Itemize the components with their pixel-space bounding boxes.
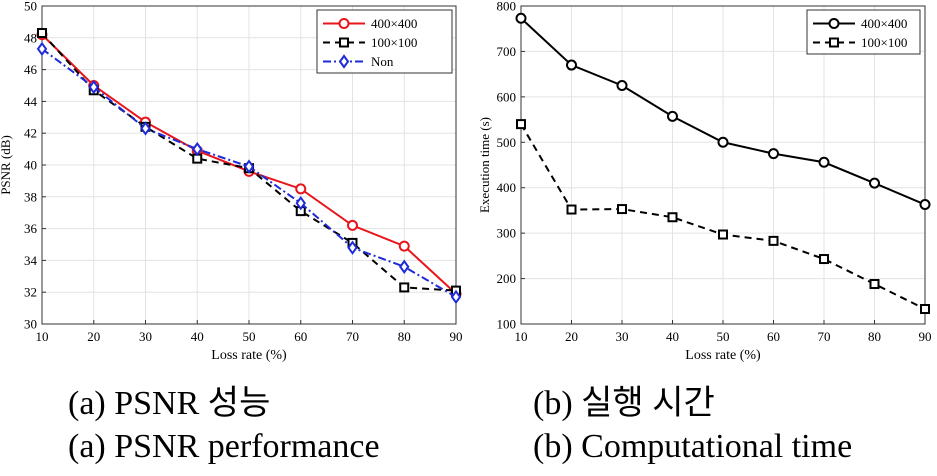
time-x-tick-label: 70 bbox=[818, 329, 831, 344]
psnr-legend-marker bbox=[339, 37, 349, 48]
psnr-x-tick-label: 40 bbox=[191, 329, 204, 344]
execution-time-chart: 10 20 30 40 50 60 70 80 90 100 200 300 400 500 600 700 8… bbox=[477, 0, 932, 363]
time-data-point bbox=[718, 229, 728, 240]
time-y-tick-label: 300 bbox=[497, 226, 517, 241]
psnr-data-point bbox=[88, 79, 99, 95]
psnr-y-tick-label: 46 bbox=[24, 62, 38, 77]
time-data-point bbox=[616, 80, 628, 91]
time-y-tick-label: 600 bbox=[497, 89, 517, 104]
caption-right-korean: (b) 실행 시간 bbox=[533, 385, 715, 422]
psnr-data-point bbox=[347, 240, 358, 255]
psnr-y-tick-label: 44 bbox=[24, 94, 38, 109]
time-data-point bbox=[515, 12, 527, 24]
psnr-data-point bbox=[399, 282, 410, 293]
psnr-data-point bbox=[295, 183, 307, 195]
psnr-x-tick-label: 30 bbox=[139, 329, 152, 344]
time-data-point bbox=[768, 235, 779, 246]
time-data-point bbox=[516, 119, 526, 130]
time-data-point bbox=[869, 177, 880, 189]
time-y-tick-label: 200 bbox=[497, 271, 517, 286]
psnr-y-tick-label: 40 bbox=[24, 158, 37, 173]
time-y-tick-label: 400 bbox=[497, 180, 517, 195]
time-x-tick-label: 20 bbox=[565, 329, 578, 344]
time-y-tick-label: 500 bbox=[497, 135, 517, 150]
psnr-legend-label: Non bbox=[371, 54, 394, 69]
psnr-y-tick-label: 30 bbox=[24, 317, 37, 332]
time-data-point bbox=[566, 59, 577, 71]
time-legend-marker bbox=[828, 18, 840, 29]
time-data-point bbox=[667, 110, 678, 122]
psnr-legend-label: 100×100 bbox=[371, 35, 417, 50]
time-data-point bbox=[667, 212, 678, 223]
psnr-data-point bbox=[398, 240, 410, 252]
time-data-point bbox=[818, 156, 830, 168]
psnr-y-tick-label: 48 bbox=[24, 30, 37, 45]
psnr-data-point bbox=[243, 159, 255, 174]
time-x-tick-label: 10 bbox=[515, 329, 528, 344]
psnr-y-tick-label: 36 bbox=[24, 221, 38, 236]
time-data-point bbox=[919, 199, 931, 211]
psnr-legend-label: 400×400 bbox=[371, 16, 417, 31]
time-data-point bbox=[819, 254, 829, 265]
time-y-tick-label: 100 bbox=[497, 317, 517, 332]
time-data-point bbox=[566, 204, 577, 215]
psnr-chart: 10 20 30 40 50 60 70 80 90 30 32 34 36 38 40 42 44 46 48 50… bbox=[0, 0, 463, 363]
time-y-tick-label: 700 bbox=[497, 44, 517, 59]
time-data-point bbox=[768, 148, 779, 160]
psnr-data-point bbox=[192, 141, 203, 157]
psnr-data-point bbox=[295, 195, 306, 211]
psnr-data-point bbox=[36, 41, 48, 57]
time-data-point bbox=[617, 204, 627, 215]
psnr-x-tick-label: 80 bbox=[398, 329, 411, 344]
psnr-legend-marker bbox=[338, 18, 350, 29]
psnr-x-tick-label: 90 bbox=[450, 329, 463, 344]
caption-left-korean: (a) PSNR 성능 bbox=[68, 385, 271, 422]
time-legend-box bbox=[806, 9, 921, 55]
time-data-point bbox=[920, 304, 930, 315]
psnr-data-point bbox=[450, 289, 462, 305]
time-legend-label: 400×400 bbox=[861, 16, 907, 31]
psnr-x-axis-label: Loss rate (%) bbox=[211, 348, 287, 363]
psnr-y-axis-label: PSNR (dB) bbox=[0, 135, 13, 195]
time-legend-marker bbox=[829, 37, 839, 48]
psnr-data-point bbox=[399, 259, 410, 274]
psnr-y-tick-label: 38 bbox=[24, 189, 37, 204]
psnr-x-tick-label: 50 bbox=[243, 329, 256, 344]
psnr-y-tick-label: 50 bbox=[24, 0, 37, 14]
psnr-x-tick-label: 60 bbox=[294, 329, 307, 344]
psnr-legend-marker bbox=[338, 54, 350, 69]
psnr-y-tick-label: 34 bbox=[24, 253, 38, 268]
time-x-tick-label: 60 bbox=[767, 329, 780, 344]
time-x-tick-label: 30 bbox=[616, 329, 629, 344]
time-data-point bbox=[717, 136, 729, 148]
caption-right-english: (b) Computational time bbox=[533, 428, 853, 465]
time-x-tick-label: 90 bbox=[919, 329, 932, 344]
time-y-tick-label: 800 bbox=[497, 0, 517, 14]
psnr-data-point bbox=[140, 121, 151, 136]
time-data-point bbox=[869, 279, 880, 290]
psnr-data-point bbox=[37, 28, 47, 39]
time-x-tick-label: 80 bbox=[868, 329, 881, 344]
time-x-tick-label: 40 bbox=[666, 329, 679, 344]
psnr-x-tick-label: 20 bbox=[87, 329, 100, 344]
time-legend-label: 100×100 bbox=[861, 35, 907, 50]
psnr-y-tick-label: 42 bbox=[24, 126, 37, 141]
time-y-axis-label: Execution time (s) bbox=[477, 117, 492, 213]
time-x-tick-label: 50 bbox=[717, 329, 730, 344]
figure: 10 20 30 40 50 60 70 80 90 30 32 34 36 38 40 42 44 46 48 50… bbox=[0, 0, 932, 363]
psnr-data-point bbox=[347, 219, 358, 231]
caption-left-english: (a) PSNR performance bbox=[68, 428, 380, 465]
psnr-y-tick-label: 32 bbox=[24, 285, 37, 300]
time-x-axis-label: Loss rate (%) bbox=[685, 348, 761, 363]
psnr-x-tick-label: 70 bbox=[346, 329, 359, 344]
psnr-x-tick-label: 10 bbox=[36, 329, 49, 344]
